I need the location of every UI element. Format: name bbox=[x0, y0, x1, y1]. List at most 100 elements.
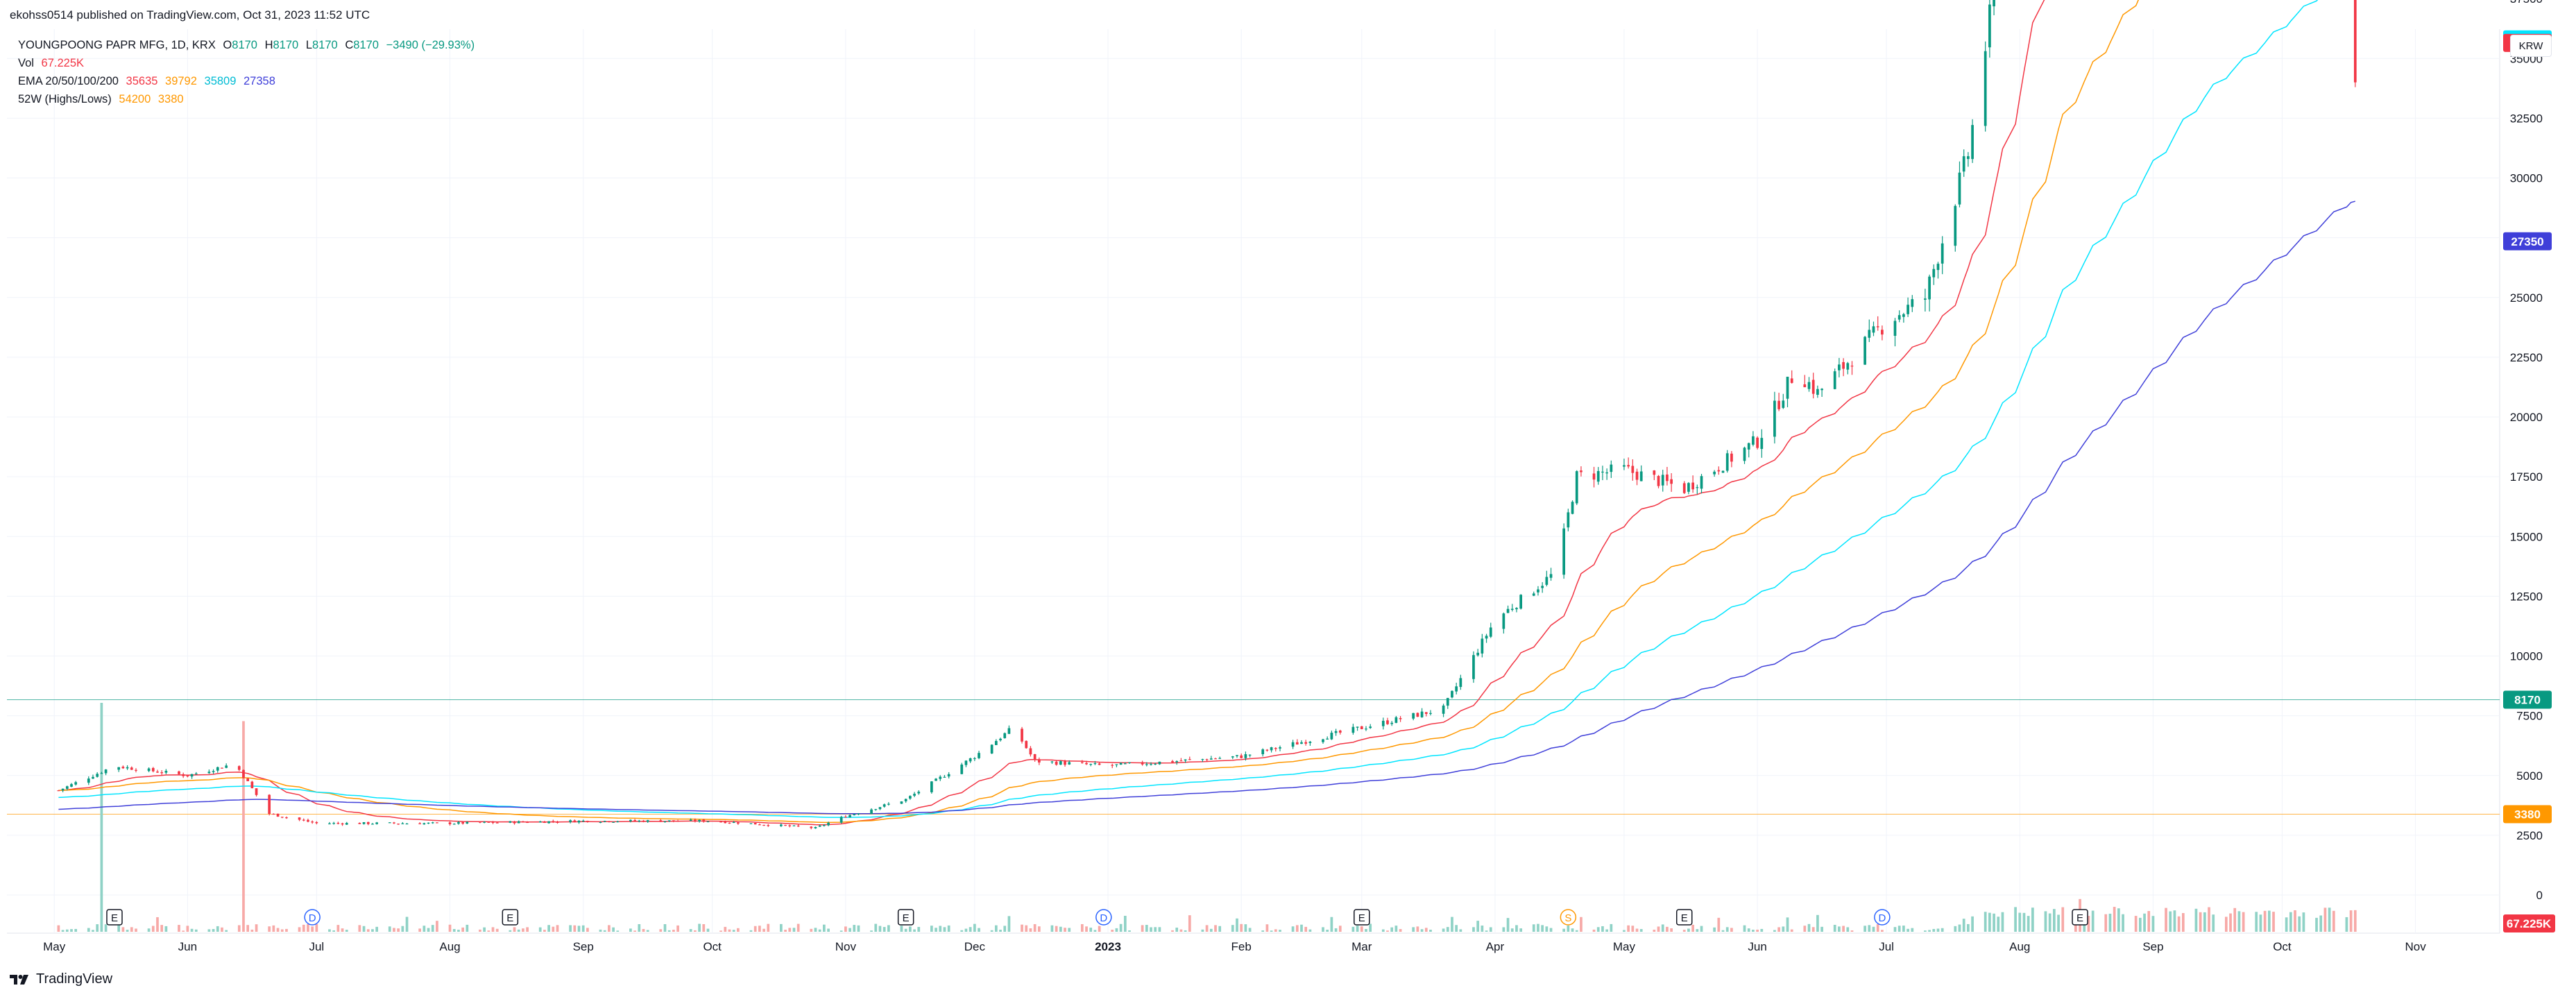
candle-body bbox=[1833, 371, 1836, 389]
price-tag-label: 8170 bbox=[2514, 694, 2541, 707]
candle-body bbox=[1541, 586, 1544, 588]
volume-bar bbox=[74, 928, 78, 932]
event-marker-label: E bbox=[1681, 912, 1688, 924]
candle-body bbox=[1390, 722, 1394, 724]
candle-body bbox=[1993, 0, 1995, 7]
volume-bar bbox=[964, 928, 968, 932]
chart-legend: YOUNGPOONG PAPR MFG, 1D, KRX O8170 H8170… bbox=[18, 36, 479, 108]
volume-bar bbox=[792, 928, 796, 932]
volume-bar bbox=[182, 930, 185, 932]
volume-bar bbox=[694, 930, 697, 932]
volume-bar bbox=[2224, 917, 2228, 932]
volume-bar bbox=[517, 929, 520, 932]
legend-52w-row[interactable]: 52W (Highs/Lows) 54200 3380 bbox=[18, 90, 479, 108]
volume-bar bbox=[268, 926, 271, 932]
candle-body bbox=[1128, 762, 1131, 763]
volume-bar bbox=[581, 925, 585, 932]
candle-body bbox=[1510, 608, 1514, 611]
volume-bar bbox=[237, 925, 241, 932]
candle-body bbox=[1098, 763, 1101, 765]
volume-bar bbox=[960, 930, 964, 932]
volume-bar bbox=[1308, 929, 1312, 932]
candle-body bbox=[1725, 453, 1729, 471]
candle-body bbox=[960, 765, 964, 774]
candle-body bbox=[698, 819, 701, 822]
volume-bar bbox=[212, 929, 215, 932]
volume-bar bbox=[2143, 913, 2146, 932]
tradingview-footer[interactable]: TradingView bbox=[10, 971, 112, 987]
volume-bar bbox=[1248, 928, 1252, 932]
volume-bar bbox=[1515, 925, 1518, 932]
volume-bar bbox=[629, 928, 632, 932]
candle-body bbox=[1954, 205, 1957, 246]
candle-body bbox=[332, 823, 336, 824]
volume-bar bbox=[436, 921, 438, 932]
candle-body bbox=[612, 821, 615, 823]
candle-body bbox=[878, 807, 882, 810]
volume-bar bbox=[1988, 912, 1991, 932]
volume-bar bbox=[796, 923, 800, 932]
candle-body bbox=[1863, 336, 1866, 365]
volume-bar bbox=[1752, 930, 1755, 932]
volume-bar bbox=[2014, 907, 2017, 932]
candle-body bbox=[827, 822, 830, 826]
candle-body bbox=[1752, 436, 1755, 445]
candle-body bbox=[900, 801, 903, 804]
volume-bar bbox=[1442, 928, 1445, 932]
volume-bar bbox=[1610, 923, 1613, 932]
volume-bar bbox=[1820, 926, 1823, 932]
volume-bar bbox=[732, 930, 735, 932]
candle-body bbox=[1085, 762, 1088, 765]
candle-body bbox=[1179, 760, 1183, 762]
volume-bar bbox=[160, 925, 164, 932]
volume-bar bbox=[1911, 928, 1914, 932]
candle-body bbox=[246, 778, 250, 782]
volume-bar bbox=[1429, 929, 1432, 932]
price-tick-label: 15000 bbox=[2510, 530, 2543, 543]
candle-body bbox=[810, 826, 813, 828]
candle-body bbox=[999, 738, 1002, 741]
volume-bar bbox=[147, 928, 151, 932]
volume-bar bbox=[1093, 930, 1097, 932]
price-tick-label: 22500 bbox=[2510, 351, 2543, 364]
candle-body bbox=[1846, 363, 1850, 370]
candle-body bbox=[719, 821, 722, 823]
symbol-label[interactable]: YOUNGPOONG PAPR MFG, 1D, KRX bbox=[18, 39, 216, 51]
price-tag bbox=[2503, 232, 2552, 250]
volume-bar bbox=[1687, 928, 1690, 932]
volume-bar bbox=[2134, 916, 2138, 932]
volume-bar bbox=[978, 928, 980, 932]
time-tick-label: May bbox=[43, 940, 66, 953]
volume-bar bbox=[577, 926, 581, 932]
legend-ema-row[interactable]: EMA 20/50/100/200 35635 39792 35809 2735… bbox=[18, 72, 479, 90]
volume-bar bbox=[1760, 928, 1764, 932]
candle-body bbox=[104, 769, 108, 774]
candle-body bbox=[1158, 761, 1161, 765]
volume-bar bbox=[2138, 917, 2142, 932]
candle-body bbox=[1773, 400, 1776, 437]
candle-body bbox=[667, 820, 671, 821]
candle-body bbox=[1777, 400, 1780, 409]
ema20-value: 35635 bbox=[126, 75, 158, 87]
volume-bar bbox=[121, 927, 125, 932]
candle-body bbox=[1623, 465, 1626, 467]
volume-bar bbox=[1907, 928, 1909, 932]
candle-body bbox=[1214, 758, 1217, 760]
currency-button[interactable]: KRW bbox=[2510, 35, 2552, 57]
candle-body bbox=[694, 819, 697, 821]
volume-bar bbox=[943, 927, 946, 932]
legend-volume-row[interactable]: Vol 67.225K bbox=[18, 54, 479, 72]
candle-body bbox=[586, 821, 589, 823]
volume-bar bbox=[2061, 907, 2065, 932]
candle-body bbox=[939, 776, 942, 779]
candle-body bbox=[1691, 482, 1694, 490]
candle-body bbox=[1567, 512, 1570, 528]
volume-bar bbox=[272, 925, 275, 932]
volume-bar bbox=[2345, 917, 2348, 932]
w52-high-value: 54200 bbox=[119, 93, 151, 105]
volume-bar bbox=[427, 928, 430, 932]
volume-bar bbox=[2208, 907, 2210, 932]
price-tags: 54200398003580035650273508170338067.225K bbox=[2503, 30, 2555, 932]
time-tick-label: Oct bbox=[2273, 940, 2292, 953]
